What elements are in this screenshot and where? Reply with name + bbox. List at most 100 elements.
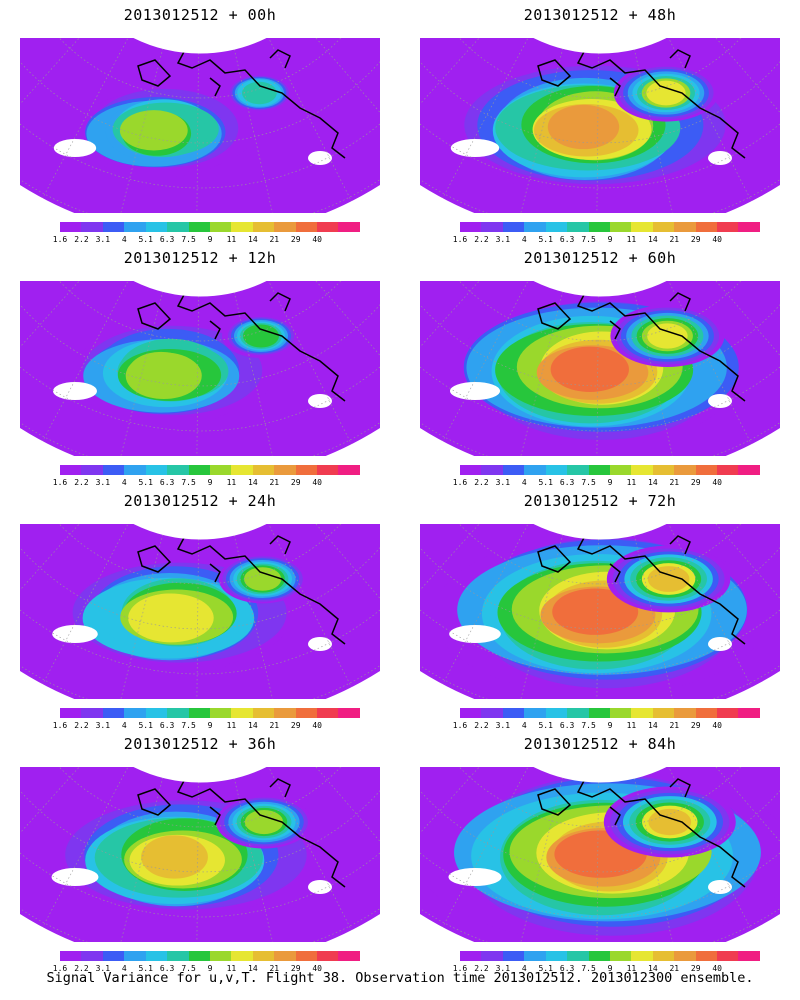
- map-panel-84h: 2013012512 + 84h 1.6 2.2 3.1 4 5.1 6.3 7.5 9 11 1…: [400, 729, 800, 979]
- legend-label: 9: [207, 235, 213, 244]
- legend-label: 11: [226, 478, 237, 487]
- legend-swatch: [502, 222, 525, 232]
- legend-swatch: [317, 951, 339, 961]
- legend-label: 1.6: [452, 478, 468, 487]
- map-panel-48h: 2013012512 + 48h 1.6 2.2 3.1 4 5.1 6.3 7.5 9 11 1…: [400, 0, 800, 250]
- legend-label: 5.1: [138, 235, 153, 244]
- legend-label: 3.1: [95, 478, 111, 487]
- legend-label: 4: [121, 235, 127, 244]
- legend-swatch: [545, 951, 568, 961]
- legend-label: 21: [669, 721, 680, 730]
- legend-label: 3.1: [495, 721, 511, 730]
- variance-field: [20, 38, 380, 213]
- legend-swatch: [481, 708, 503, 718]
- legend-swatch: [717, 951, 739, 961]
- variance-field: [420, 767, 780, 942]
- legend-color-bar: [460, 222, 760, 232]
- legend-swatch: [124, 465, 146, 475]
- legend-color-bar: [460, 708, 760, 718]
- legend-label: 21: [269, 964, 280, 973]
- legend-label: 40: [712, 964, 722, 973]
- legend-swatch: [60, 708, 82, 718]
- legend-swatch: [674, 222, 696, 232]
- legend-swatch: [81, 708, 103, 718]
- color-legend: 1.6 2.2 3.1 4 5.1 6.3 7.5 9 11 14 21 29 40: [40, 220, 360, 250]
- lat-lon-grid: [20, 767, 380, 942]
- legend-label: 5.1: [538, 478, 553, 487]
- legend-swatch: [567, 222, 589, 232]
- legend-label: 14: [648, 235, 658, 244]
- legend-swatch: [460, 465, 482, 475]
- legend-swatch: [209, 708, 232, 718]
- legend-label: 2.2: [74, 964, 89, 973]
- legend-label: 1.6: [52, 964, 68, 973]
- legend-swatch: [231, 951, 253, 961]
- variance-field: [20, 524, 380, 699]
- legend-label: 3.1: [495, 478, 511, 487]
- legend-swatch: [567, 465, 589, 475]
- legend-swatch: [588, 465, 610, 475]
- coastline: [137, 42, 346, 159]
- variance-map: [20, 281, 380, 456]
- legend-swatch: [81, 222, 103, 232]
- legend-swatch: [209, 222, 232, 232]
- legend-label: 29: [690, 964, 701, 973]
- legend-label: 29: [690, 721, 701, 730]
- legend-swatch: [460, 951, 482, 961]
- legend-swatch: [738, 708, 760, 718]
- legend-label: 5.1: [138, 721, 153, 730]
- legend-swatch: [652, 708, 675, 718]
- legend-swatch: [338, 465, 360, 475]
- legend-swatch: [695, 465, 718, 475]
- legend-label: 40: [712, 235, 722, 244]
- legend-swatch: [145, 465, 168, 475]
- legend-swatch: [252, 222, 275, 232]
- legend-label: 2.2: [474, 964, 489, 973]
- variance-map: [20, 767, 380, 942]
- map-panel-00h: 2013012512 + 00h 1.6 2.2 3.1 4 5.1 6.3 7.5 9 11 1…: [0, 0, 400, 250]
- legend-label: 21: [269, 235, 280, 244]
- legend-label: 21: [669, 964, 680, 973]
- legend-label: 1.6: [52, 235, 68, 244]
- legend-swatch: [738, 465, 760, 475]
- variance-map: [420, 524, 780, 699]
- legend-label: 5.1: [538, 721, 553, 730]
- legend-label: 14: [648, 478, 658, 487]
- lat-lon-grid: [20, 524, 380, 699]
- legend-swatch: [188, 222, 210, 232]
- legend-label: 11: [626, 964, 637, 973]
- coastline: [537, 285, 746, 402]
- legend-swatch: [674, 465, 696, 475]
- map-panel-72h: 2013012512 + 72h 1.6 2.2 3.1 4 5.1 6.3 7.5 9 11 1…: [400, 486, 800, 736]
- legend-swatch: [60, 951, 82, 961]
- legend-label: 40: [312, 721, 322, 730]
- legend-swatch: [102, 465, 125, 475]
- legend-label: 7.5: [181, 721, 196, 730]
- legend-label: 29: [690, 478, 701, 487]
- legend-label: 6.3: [559, 235, 575, 244]
- panel-title: 2013012512 + 00h: [123, 6, 277, 24]
- domain-border: [20, 767, 380, 942]
- color-legend: 1.6 2.2 3.1 4 5.1 6.3 7.5 9 11 14 21 29 40: [440, 463, 760, 493]
- legend-swatch: [738, 222, 760, 232]
- legend-swatch: [295, 708, 318, 718]
- legend-label: 14: [248, 964, 258, 973]
- variance-field: [420, 524, 780, 699]
- panel-title: 2013012512 + 84h: [523, 735, 677, 753]
- legend-swatch: [695, 708, 718, 718]
- legend-label: 4: [521, 235, 527, 244]
- legend-swatch: [145, 708, 168, 718]
- variance-map: [20, 524, 380, 699]
- legend-swatch: [652, 465, 675, 475]
- coastline: [137, 285, 346, 402]
- legend-swatch: [502, 708, 525, 718]
- legend-label: 1.6: [52, 478, 68, 487]
- legend-label: 7.5: [581, 964, 596, 973]
- legend-label: 7.5: [581, 235, 596, 244]
- legend-label: 5.1: [538, 964, 553, 973]
- legend-swatch: [102, 222, 125, 232]
- color-legend: 1.6 2.2 3.1 4 5.1 6.3 7.5 9 11 14 21 29 40: [40, 949, 360, 979]
- legend-swatch: [252, 708, 275, 718]
- legend-label: 6.3: [559, 721, 575, 730]
- lat-lon-grid: [420, 281, 780, 456]
